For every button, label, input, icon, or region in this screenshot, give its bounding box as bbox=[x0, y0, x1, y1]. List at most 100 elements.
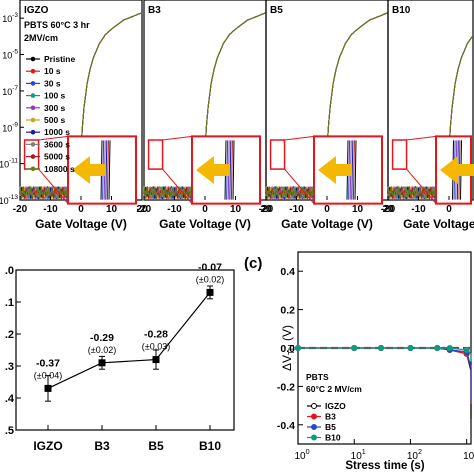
zoom-connector bbox=[162, 135, 193, 141]
legend-entry: 100 s bbox=[44, 91, 66, 101]
inset-marker bbox=[391, 139, 408, 170]
data-point bbox=[295, 345, 301, 351]
x-axis-label: Gate Voltage (V) bbox=[403, 217, 474, 231]
zoom-connector bbox=[406, 168, 437, 204]
y-tick-label: -0.2 bbox=[277, 381, 295, 393]
x-tick-label: 101 bbox=[351, 447, 366, 462]
x-tick-label: 0 bbox=[324, 204, 330, 215]
error-label: (±0.02) bbox=[88, 345, 116, 355]
legend-entry: 10800 s bbox=[44, 164, 75, 174]
inset-curve bbox=[354, 140, 357, 200]
inset-marker bbox=[269, 139, 286, 170]
legend-marker bbox=[30, 68, 36, 74]
legend-entry: 30 s bbox=[44, 78, 61, 88]
x-tick-label: -20 bbox=[13, 204, 28, 215]
legend-marker bbox=[30, 105, 36, 111]
legend-marker bbox=[30, 129, 36, 135]
legend-entry: 1000 s bbox=[44, 127, 70, 137]
shift-arrow bbox=[196, 156, 230, 184]
x-tick-label: 10 bbox=[106, 204, 118, 215]
y-tick-label: .0 bbox=[5, 265, 14, 277]
data-point bbox=[98, 359, 106, 367]
x-axis-label: Stress time (s) bbox=[345, 460, 424, 472]
legend-marker bbox=[311, 413, 317, 420]
x-tick-label: 0 bbox=[78, 204, 84, 215]
zoom-connector bbox=[406, 135, 437, 141]
x-tick-label: 103 bbox=[463, 447, 474, 462]
plot-frame bbox=[15, 269, 235, 431]
x-tick-label: 0 bbox=[446, 204, 452, 215]
legend-entry: B3 bbox=[325, 412, 336, 422]
legend-marker bbox=[30, 154, 36, 159]
panel-label: B10 bbox=[392, 5, 411, 16]
legend-entry: 3600 s bbox=[44, 139, 70, 149]
panel-label: B5 bbox=[270, 5, 283, 16]
y-tick-label: 0.4 bbox=[280, 266, 295, 278]
data-point bbox=[152, 356, 160, 364]
error-label: (±0.03) bbox=[142, 342, 170, 352]
transfer-panel-B5: -20 -10 0 10 20 Gate Voltage (V) B5 bbox=[259, 0, 394, 231]
y-tick-label: .1 bbox=[5, 297, 14, 309]
data-point bbox=[44, 384, 52, 392]
x-tick-label: -20 bbox=[259, 204, 274, 215]
inset-curve bbox=[229, 140, 232, 200]
inset-curve bbox=[105, 140, 108, 200]
legend-marker bbox=[30, 81, 36, 86]
x-tick-label: -20 bbox=[137, 204, 152, 215]
x-tick-label: 0 bbox=[202, 204, 208, 215]
value-label: -0.29 bbox=[90, 332, 114, 344]
y-axis-label: ΔVTH (V) bbox=[280, 325, 296, 371]
legend-entry: 500 s bbox=[44, 115, 66, 125]
vth-shift-time-panel: 0.4 0.2 0.0 -0.2 -0.4 100 101 102 103 PBTS 60°C 2 … bbox=[244, 251, 474, 472]
trend-line bbox=[47, 292, 211, 389]
category-label: B3 bbox=[94, 439, 110, 453]
data-point bbox=[463, 346, 470, 353]
data-point bbox=[446, 345, 453, 351]
condition-text: 2MV/cm bbox=[24, 33, 58, 43]
transfer-panel-B3: -20 -10 0 10 20 Gate Voltage (V) B3 bbox=[137, 0, 272, 231]
panel-label: IGZO bbox=[24, 5, 49, 16]
y-tick-label: 10-13 bbox=[0, 194, 18, 206]
zoom-connector bbox=[38, 135, 69, 141]
x-tick-label: -10 bbox=[289, 204, 304, 215]
category-label: B10 bbox=[199, 439, 221, 453]
inset-curve bbox=[230, 140, 233, 200]
x-tick-label: 20 bbox=[382, 204, 394, 215]
x-tick-label: 20 bbox=[136, 204, 148, 215]
plot-frame bbox=[387, 0, 474, 201]
x-tick-label: 20 bbox=[260, 204, 272, 215]
inset-curve bbox=[106, 140, 109, 200]
y-tick-label: -0.4 bbox=[277, 420, 295, 432]
legend-marker bbox=[30, 142, 36, 147]
panel-label: B3 bbox=[148, 5, 161, 16]
legend-entry: 300 s bbox=[44, 103, 66, 113]
panel-letter: (c) bbox=[244, 255, 262, 272]
inset-marker bbox=[147, 139, 164, 170]
inset-curve bbox=[351, 140, 354, 200]
inset-curve bbox=[232, 140, 235, 200]
transfer-panel-IGZO: -20 -10 0 10 20 Gate Voltage (V) IGZO PBTS 60°C… bbox=[13, 0, 148, 231]
legend-marker bbox=[30, 117, 36, 123]
y-tick-label: 10-11 bbox=[0, 158, 18, 170]
x-tick-label: -10 bbox=[411, 204, 426, 215]
legend-entry: 5000 s bbox=[44, 152, 70, 162]
y-tick-label: 10-3 bbox=[2, 12, 18, 24]
legend-marker bbox=[311, 403, 317, 409]
legend-marker bbox=[30, 56, 36, 62]
inset-curve bbox=[352, 140, 355, 200]
condition-text: PBTS 60°C 3 hr bbox=[24, 20, 90, 30]
transfer-curve-series bbox=[387, 36, 473, 200]
data-point bbox=[378, 345, 385, 351]
error-label: (±0.04) bbox=[34, 370, 62, 380]
y-tick-label: 0.0 bbox=[280, 343, 295, 355]
x-tick-label: -10 bbox=[167, 204, 182, 215]
data-point bbox=[407, 345, 414, 351]
category-label: IGZO bbox=[33, 439, 62, 453]
data-point bbox=[351, 345, 358, 351]
zoom-connector bbox=[162, 168, 193, 204]
value-label: -0.28 bbox=[144, 329, 168, 341]
transfer-panel-B10: -20 -10 0 Gate Voltage (V) B10 bbox=[381, 0, 474, 231]
y-tick-label: .5 bbox=[5, 425, 14, 437]
y-tick-label: .2 bbox=[5, 329, 14, 341]
